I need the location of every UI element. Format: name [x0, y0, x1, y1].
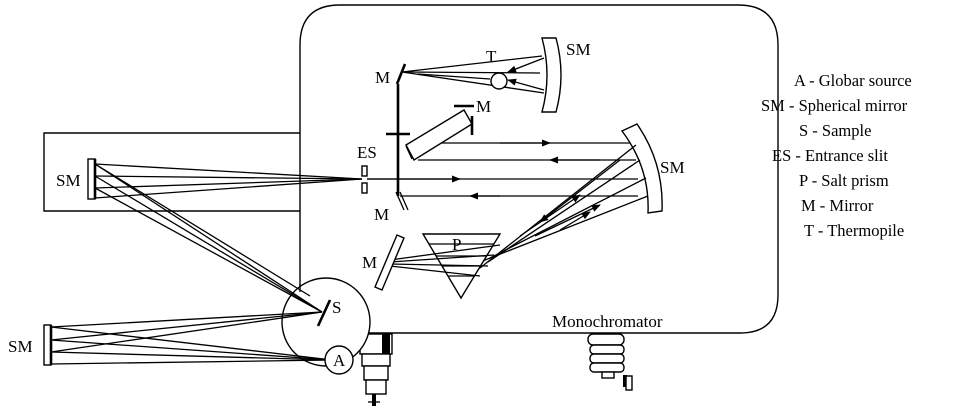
legend-item: S - Sample [799, 121, 871, 140]
thermopile-beams [401, 55, 545, 94]
source-beams [50, 311, 333, 365]
legend-item: M - Mirror [801, 196, 874, 215]
label-mirror-lower: M [374, 205, 389, 224]
thermopile [490, 72, 508, 90]
mirror-upper-mid [405, 104, 474, 161]
label-mirror-top: M [375, 68, 390, 87]
label-mirror-upper-mid: M [476, 97, 491, 116]
sample-plate [316, 299, 332, 327]
label-entrance-slit: ES [357, 143, 377, 162]
legend-item: A - Globar source [794, 71, 912, 90]
monochromator-housing [299, 4, 779, 334]
sample-chamber [281, 277, 371, 367]
spherical-mirror-left-lower [43, 324, 53, 366]
mirror-prism [374, 234, 405, 291]
legend: A - Globar source SM - Spherical mirror … [761, 71, 912, 240]
label-sm-left-lower: SM [8, 337, 33, 356]
entrance-slit [361, 165, 368, 194]
legend-item: T - Thermopile [804, 221, 904, 240]
source-mount [359, 333, 393, 406]
label-sample: S [332, 298, 341, 317]
entrance-housing [43, 132, 300, 212]
label-sm-right: SM [660, 158, 685, 177]
legend-item: P - Salt prism [799, 171, 889, 190]
salt-prism [389, 233, 502, 300]
label-sm-top: SM [566, 40, 591, 59]
label-mirror-prism: M [362, 253, 377, 272]
prism-beams [479, 144, 649, 269]
label-monochromator: Monochromator [552, 312, 663, 331]
label-source: A [333, 351, 346, 370]
label-prism: P [452, 235, 461, 254]
sample-beams [94, 163, 363, 313]
spherical-mirror-right [620, 123, 663, 214]
globar-source [324, 345, 354, 375]
legend-item: SM - Spherical mirror [761, 96, 908, 115]
label-thermopile: T [486, 47, 497, 66]
spherical-mirror-top [541, 37, 562, 113]
detector-knob [587, 333, 633, 391]
spherical-mirror-left-upper [87, 158, 97, 200]
legend-item: ES - Entrance slit [772, 146, 888, 165]
label-sm-left-upper: SM [56, 171, 81, 190]
